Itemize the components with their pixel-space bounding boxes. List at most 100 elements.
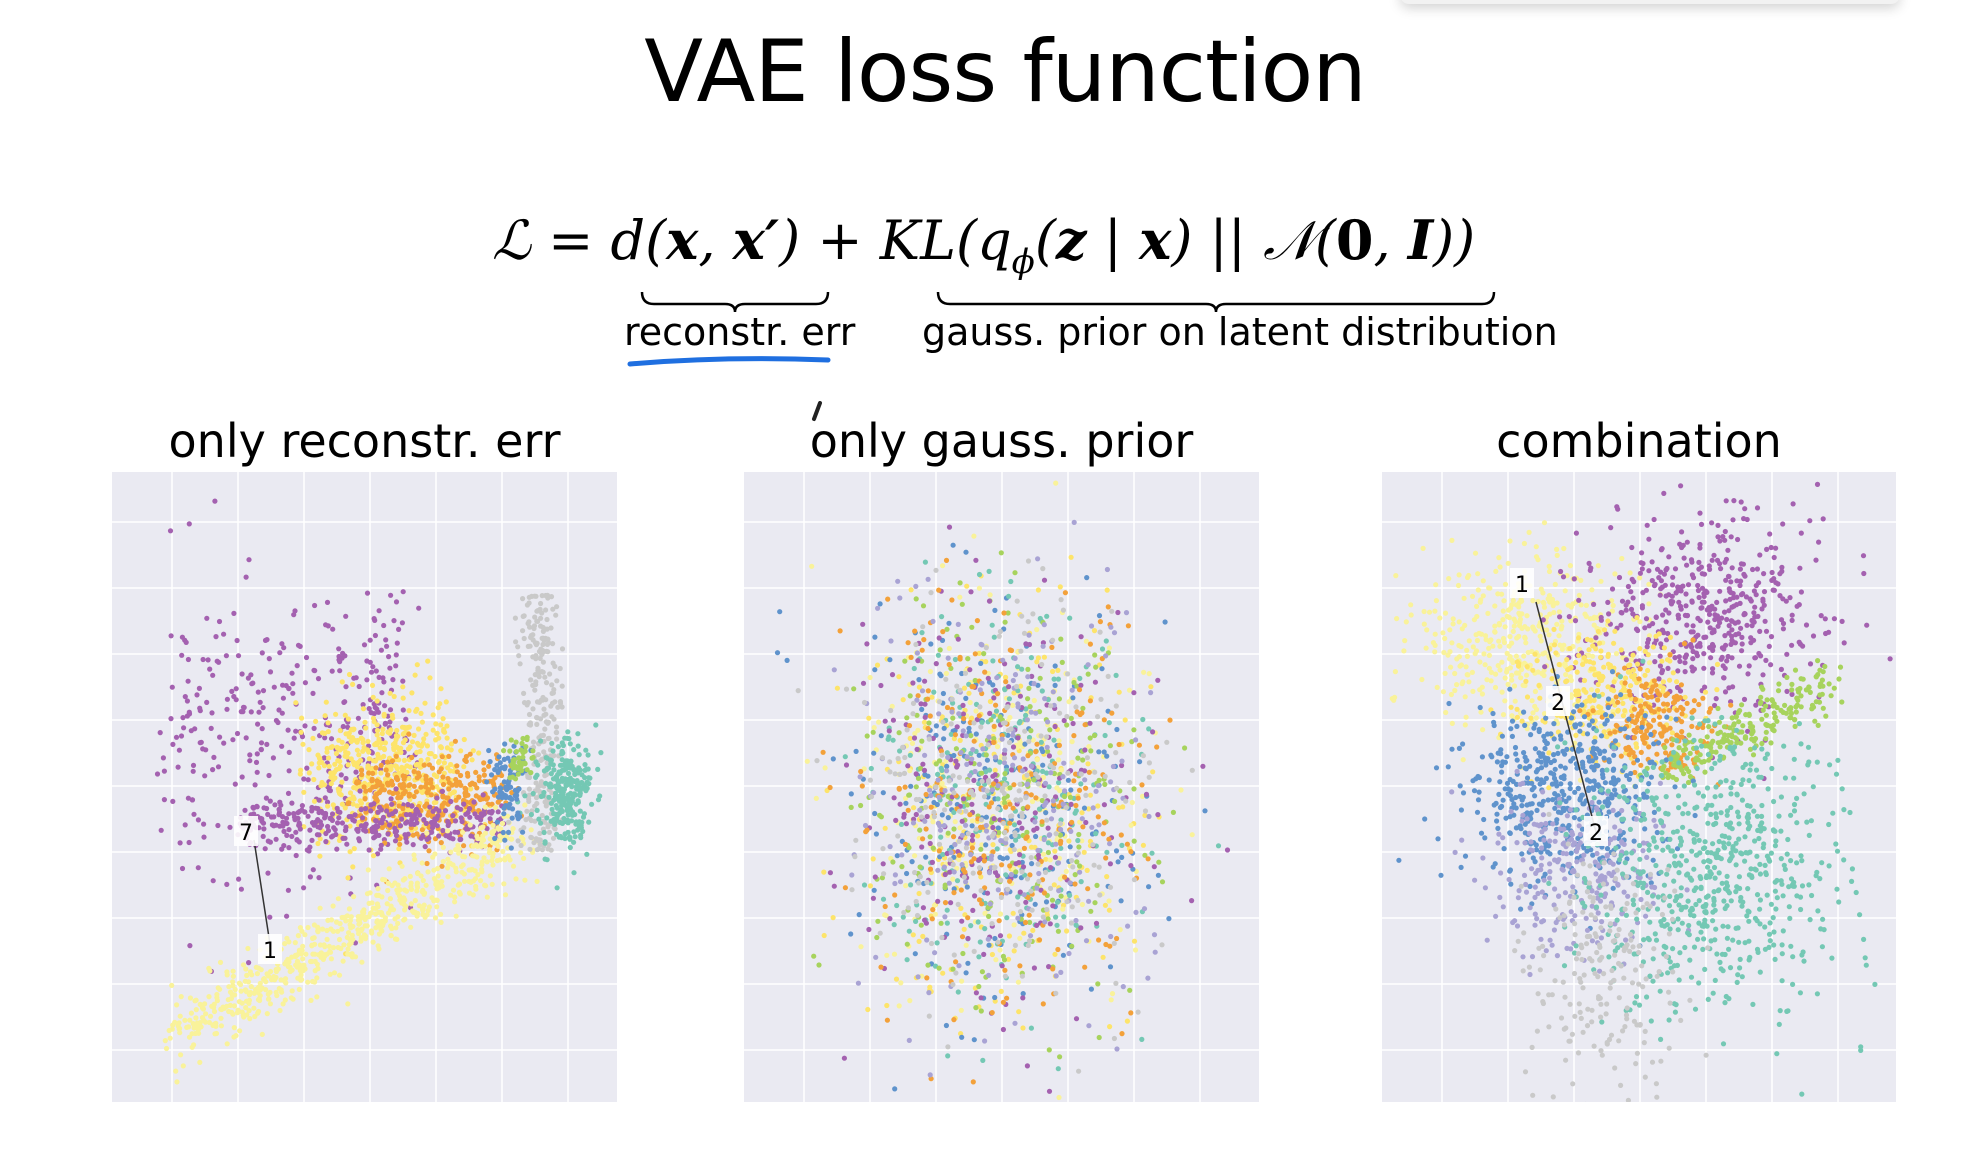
- scatter-point: [471, 799, 477, 805]
- scatter-point: [983, 645, 989, 651]
- scatter-point: [252, 1013, 258, 1020]
- scatter-point: [948, 665, 954, 671]
- scatter-point: [1107, 943, 1113, 949]
- scatter-point: [1110, 763, 1116, 770]
- scatter-point: [525, 699, 531, 706]
- scatter-point: [986, 804, 992, 810]
- scatter-point: [346, 814, 352, 820]
- scatter-point: [896, 786, 902, 792]
- scatter-point: [897, 879, 904, 885]
- scatter-point: [946, 524, 953, 530]
- scatter-point: [1027, 933, 1034, 939]
- scatter-point: [492, 775, 498, 781]
- scatter-point: [983, 769, 989, 775]
- scatter-point: [335, 745, 341, 751]
- scatter-point: [316, 875, 322, 881]
- scatter-point: [519, 740, 525, 747]
- scatter-point: [416, 726, 422, 732]
- scatter-point: [972, 651, 978, 657]
- scatter-point: [893, 817, 899, 823]
- scatter-point: [370, 694, 376, 700]
- scatter-point: [983, 828, 990, 834]
- scatter-point: [1583, 602, 1589, 608]
- scatter-point: [1096, 822, 1102, 828]
- scatter-point: [991, 736, 997, 742]
- scatter-point: [1159, 942, 1165, 948]
- scatter-point: [526, 798, 532, 804]
- scatter-point: [1000, 953, 1006, 959]
- scatter-point: [1003, 679, 1009, 685]
- scatter-point: [169, 1026, 175, 1032]
- scatter-point: [1048, 816, 1055, 822]
- scatter-point: [489, 801, 495, 807]
- scatter-point: [1083, 792, 1089, 798]
- scatter-point: [196, 685, 202, 691]
- panel-title-prior: only gauss. prior: [809, 414, 1194, 468]
- scatter-point: [998, 550, 1004, 556]
- scatter-point: [448, 761, 454, 768]
- scatter-point: [384, 643, 390, 649]
- scatter-point: [1079, 710, 1085, 716]
- scatter-point: [486, 763, 492, 769]
- scatter-point: [294, 959, 301, 965]
- scatter-point: [317, 825, 323, 831]
- scatter-point: [1150, 769, 1156, 775]
- scatter-point: [440, 781, 447, 788]
- scatter-point: [915, 775, 922, 781]
- scatter-point: [400, 678, 406, 684]
- scatter-point: [979, 680, 985, 686]
- scatter-point: [1096, 1034, 1102, 1041]
- scatter-point: [531, 840, 537, 846]
- scatter-point: [409, 803, 415, 809]
- scatter-point: [983, 752, 989, 758]
- scatter-point: [969, 832, 976, 839]
- scatter-point: [1024, 1063, 1030, 1069]
- scatter-point: [1015, 735, 1021, 741]
- scatter-point: [897, 801, 903, 807]
- scatter-point: [395, 914, 401, 920]
- scatter-point: [878, 733, 884, 739]
- scatter-point: [236, 999, 242, 1005]
- scatter-point: [986, 779, 992, 785]
- scatter-point: [514, 766, 520, 772]
- scatter-point: [1047, 857, 1053, 863]
- scatter-point: [179, 652, 185, 658]
- scatter-point: [1034, 757, 1040, 763]
- scatter-point: [939, 752, 945, 758]
- scatter-point: [218, 1015, 224, 1021]
- reconstruction-term: d(x, x′): [610, 208, 801, 272]
- scatter-point: [901, 811, 907, 817]
- scatter-point: [1068, 828, 1074, 834]
- scatter-point: [981, 651, 987, 657]
- scatter-point: [414, 775, 420, 781]
- scatter-point: [322, 795, 328, 801]
- scatter-point: [1032, 901, 1038, 907]
- scatter-point: [1030, 611, 1036, 617]
- scatter-point: [969, 823, 975, 829]
- scatter-point: [1040, 643, 1046, 649]
- scatter-point: [926, 990, 932, 996]
- scatter-point: [435, 865, 441, 872]
- scatter-point: [284, 832, 290, 838]
- scatter-point: [901, 770, 908, 776]
- scatter-point: [251, 805, 257, 811]
- scatter-point: [1113, 672, 1119, 678]
- scatter-point: [1447, 627, 1453, 633]
- scatter-point: [888, 638, 894, 644]
- scatter-point: [342, 653, 348, 659]
- scatter-point: [323, 622, 329, 628]
- scatter-point: [496, 754, 502, 760]
- scatter-point: [473, 883, 479, 890]
- scatter-point: [205, 657, 211, 663]
- scatter-point: [370, 784, 376, 790]
- scatter-point: [279, 846, 285, 852]
- scatter-point: [1035, 781, 1041, 787]
- scatter-point: [892, 1086, 898, 1092]
- scatter-point: [1041, 802, 1047, 808]
- scatter-point: [312, 668, 318, 674]
- scatter-point: [438, 840, 444, 846]
- scatter-point: [521, 635, 527, 642]
- scatter-point: [886, 734, 892, 740]
- scatter-point: [1056, 780, 1062, 786]
- scatter-point: [952, 841, 958, 848]
